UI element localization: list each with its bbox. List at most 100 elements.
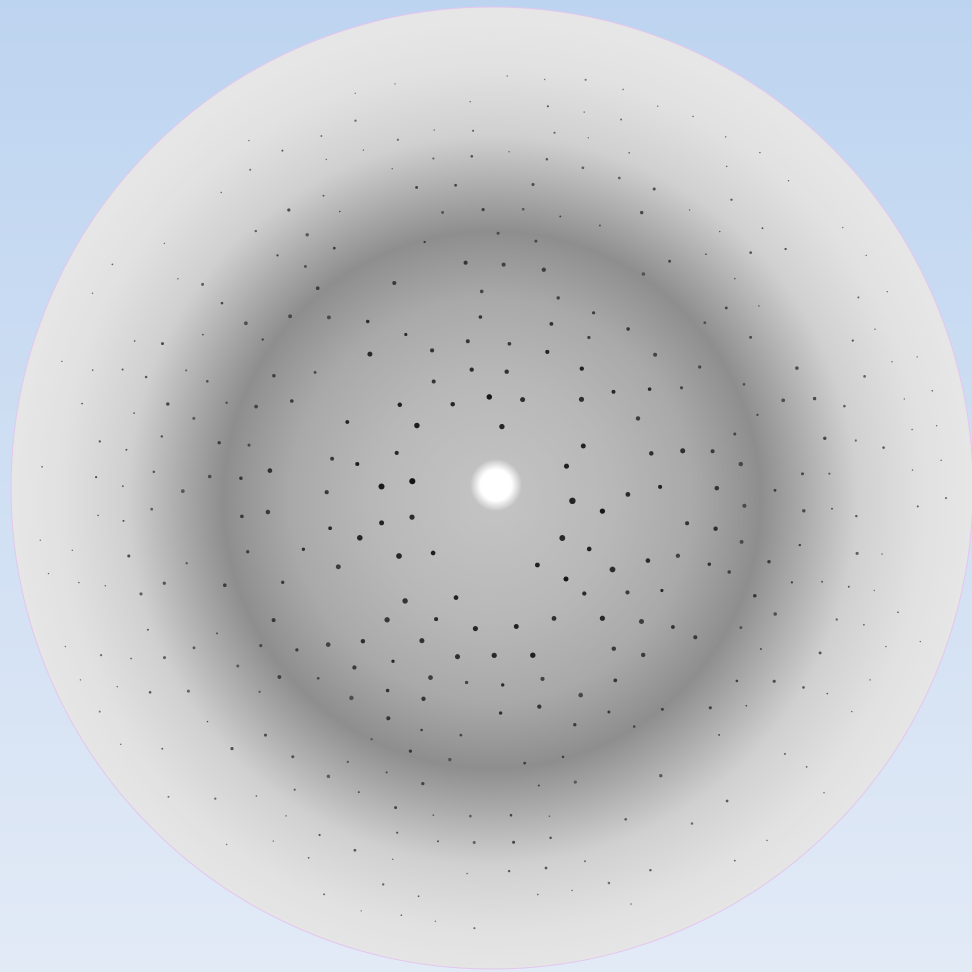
diffraction-spot (276, 254, 278, 256)
diffraction-spot (323, 195, 325, 197)
diffraction-spot (852, 340, 854, 342)
diffraction-spot (168, 796, 170, 798)
diffraction-spot (891, 361, 892, 362)
diffraction-spot (537, 704, 541, 708)
diffraction-spot (409, 750, 412, 753)
diffraction-spot (538, 784, 540, 786)
diffraction-spot (281, 581, 284, 584)
diffraction-spot (882, 446, 885, 449)
diffraction-spot (774, 489, 777, 492)
diffraction-spot (435, 921, 436, 922)
diffraction-spot (401, 914, 403, 916)
diffraction-spot (523, 762, 526, 765)
diffraction-spot (585, 79, 587, 81)
diffraction-spot (502, 263, 506, 267)
diffraction-spot (469, 815, 472, 818)
diffraction-spot (273, 840, 274, 841)
diffraction-spot (639, 619, 644, 624)
diffraction-spot (323, 893, 325, 895)
diffraction-spot (648, 387, 652, 391)
diffraction-spot (823, 437, 826, 440)
diffraction-spot (207, 721, 208, 722)
diffraction-spot (201, 283, 204, 286)
diffraction-spot (125, 449, 127, 451)
diffraction-spot (653, 353, 657, 357)
diffraction-spot (352, 665, 356, 669)
diffraction-spot (612, 390, 616, 394)
diffraction-spot (668, 260, 671, 263)
beam-center (470, 459, 522, 511)
diffraction-spot (508, 870, 510, 872)
diffraction-spot (454, 595, 459, 600)
diffraction-spot (550, 322, 554, 326)
diffraction-spot (587, 336, 590, 339)
diffraction-spot (432, 157, 434, 159)
diffraction-spot (612, 646, 616, 650)
diffraction-spot (742, 504, 746, 508)
diffraction-spot (709, 706, 712, 709)
diffraction-spot (466, 339, 470, 343)
diffraction-spot (582, 166, 585, 169)
diffraction-spot (917, 505, 919, 507)
diffraction-spot (133, 412, 135, 414)
diffraction-spot (392, 281, 396, 285)
diffraction-spot (384, 617, 389, 622)
diffraction-spot (559, 535, 565, 541)
diffraction-spot (281, 150, 283, 152)
diffraction-spot (145, 376, 148, 379)
diffraction-spot (363, 149, 364, 150)
diffraction-spot (739, 462, 743, 466)
diffraction-spot (349, 696, 353, 700)
diffraction-spot (398, 403, 403, 408)
diffraction-spot (680, 386, 683, 389)
diffraction-spot (821, 581, 823, 583)
diffraction-spot (392, 859, 393, 860)
diffraction-spot (544, 79, 545, 80)
diffraction-spot (366, 320, 369, 323)
diffraction-spot (749, 251, 752, 254)
diffraction-spot (434, 129, 435, 130)
diffraction-spot (354, 849, 357, 852)
diffraction-spot (472, 130, 474, 132)
diffraction-spot (418, 895, 420, 897)
diffraction-spot (355, 93, 356, 94)
diffraction-spot (347, 761, 349, 763)
diffraction-spot (454, 184, 457, 187)
diffraction-spot (657, 105, 658, 106)
diffraction-spot (855, 439, 857, 441)
diffraction-spot (610, 567, 616, 573)
diffraction-spot (703, 321, 706, 324)
diffraction-spot (163, 656, 166, 659)
diffraction-spot (636, 416, 640, 420)
diffraction-spot (698, 365, 701, 368)
diffraction-spot (759, 152, 760, 153)
diffraction-spot (218, 441, 221, 444)
diffraction-spot (316, 286, 320, 290)
diffraction-spot (813, 397, 816, 400)
diffraction-spot (149, 691, 152, 694)
diffraction-spot (784, 248, 786, 250)
diffraction-spot (600, 508, 605, 513)
diffraction-spot (99, 440, 101, 442)
diffraction-spot (626, 492, 631, 497)
diffraction-spot (733, 433, 736, 436)
diffraction-spot (386, 771, 388, 773)
diffraction-spot (940, 460, 942, 462)
diffraction-spot (226, 844, 227, 845)
diffraction-spot (584, 111, 585, 112)
diffraction-spot (244, 321, 248, 325)
diffraction-spot (756, 414, 758, 416)
diffraction-spot (726, 800, 729, 803)
diffraction-spot (246, 550, 249, 553)
diffraction-spot (420, 729, 423, 732)
diffraction-spot (546, 158, 549, 161)
diffraction-spot (802, 509, 805, 512)
diffraction-spot (745, 705, 747, 707)
diffraction-spot (482, 208, 485, 211)
diffraction-spot (378, 483, 384, 489)
diffraction-spot (795, 366, 798, 369)
diffraction-spot (574, 781, 577, 784)
diffraction-spot (437, 840, 439, 842)
diffraction-spot (549, 837, 551, 839)
diffraction-spot (931, 390, 933, 392)
